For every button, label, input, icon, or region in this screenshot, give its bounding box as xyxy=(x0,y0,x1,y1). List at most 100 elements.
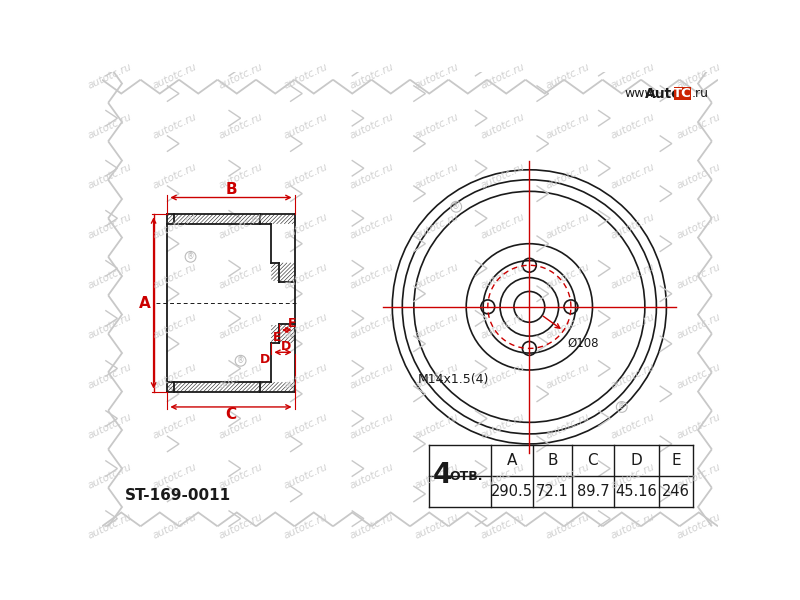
Text: autotc.ru: autotc.ru xyxy=(610,311,657,341)
Text: autotc.ru: autotc.ru xyxy=(151,311,198,341)
Text: autotc.ru: autotc.ru xyxy=(414,161,461,191)
Text: autotc.ru: autotc.ru xyxy=(348,262,395,290)
Text: autotc.ru: autotc.ru xyxy=(478,262,526,290)
Text: autotc.ru: autotc.ru xyxy=(348,362,395,391)
Text: autotc.ru: autotc.ru xyxy=(610,262,657,290)
Text: autotc.ru: autotc.ru xyxy=(544,161,591,191)
Text: autotc.ru: autotc.ru xyxy=(414,512,461,541)
Text: autotc.ru: autotc.ru xyxy=(151,61,198,91)
Text: autotc.ru: autotc.ru xyxy=(151,512,198,541)
Text: autotc.ru: autotc.ru xyxy=(610,61,657,91)
Text: autotc.ru: autotc.ru xyxy=(675,211,722,241)
Text: autotc.ru: autotc.ru xyxy=(675,262,722,290)
Text: autotc.ru: autotc.ru xyxy=(217,461,264,491)
Text: autotc.ru: autotc.ru xyxy=(151,161,198,191)
Text: autotc.ru: autotc.ru xyxy=(610,412,657,441)
Text: autotc.ru: autotc.ru xyxy=(348,461,395,491)
Bar xyxy=(674,88,691,100)
Text: autotc.ru: autotc.ru xyxy=(544,512,591,541)
Text: autotc.ru: autotc.ru xyxy=(217,362,264,391)
Text: autotc.ru: autotc.ru xyxy=(610,362,657,391)
Text: TC: TC xyxy=(674,87,692,100)
Text: autotc.ru: autotc.ru xyxy=(414,262,461,290)
Text: autotc.ru: autotc.ru xyxy=(610,112,657,140)
Text: autotc.ru: autotc.ru xyxy=(348,161,395,191)
Text: autotc.ru: autotc.ru xyxy=(544,311,591,341)
Text: Auto: Auto xyxy=(645,86,682,101)
Text: B: B xyxy=(225,182,237,197)
Text: autotc.ru: autotc.ru xyxy=(86,211,134,241)
Text: autotc.ru: autotc.ru xyxy=(151,211,198,241)
Text: autotc.ru: autotc.ru xyxy=(544,412,591,441)
Text: B: B xyxy=(547,454,558,469)
Text: ®: ® xyxy=(187,252,194,262)
Text: .ru: .ru xyxy=(692,87,709,100)
Text: E: E xyxy=(671,454,681,469)
Text: ®: ® xyxy=(237,356,244,365)
Text: autotc.ru: autotc.ru xyxy=(544,112,591,140)
Text: autotc.ru: autotc.ru xyxy=(151,262,198,290)
Text: autotc.ru: autotc.ru xyxy=(282,211,330,241)
Text: 89.7: 89.7 xyxy=(577,484,609,499)
Text: autotc.ru: autotc.ru xyxy=(282,112,330,140)
Text: autotc.ru: autotc.ru xyxy=(478,61,526,91)
Text: autotc.ru: autotc.ru xyxy=(675,311,722,341)
Text: autotc.ru: autotc.ru xyxy=(675,412,722,441)
Text: autotc.ru: autotc.ru xyxy=(217,512,264,541)
Text: 290.5: 290.5 xyxy=(491,484,533,499)
Text: autotc.ru: autotc.ru xyxy=(86,412,134,441)
Text: 246: 246 xyxy=(662,484,690,499)
Text: autotc.ru: autotc.ru xyxy=(478,412,526,441)
Text: autotc.ru: autotc.ru xyxy=(675,461,722,491)
Text: autotc.ru: autotc.ru xyxy=(86,112,134,140)
Text: ОТВ.: ОТВ. xyxy=(450,470,482,483)
Text: 4: 4 xyxy=(432,461,452,489)
Text: autotc.ru: autotc.ru xyxy=(282,412,330,441)
Text: autotc.ru: autotc.ru xyxy=(478,112,526,140)
Text: autotc.ru: autotc.ru xyxy=(675,61,722,91)
Text: autotc.ru: autotc.ru xyxy=(414,211,461,241)
Text: autotc.ru: autotc.ru xyxy=(282,311,330,341)
Text: autotc.ru: autotc.ru xyxy=(86,262,134,290)
Text: autotc.ru: autotc.ru xyxy=(348,211,395,241)
Text: 72.1: 72.1 xyxy=(536,484,569,499)
Text: autotc.ru: autotc.ru xyxy=(544,211,591,241)
Text: autotc.ru: autotc.ru xyxy=(544,61,591,91)
Text: C: C xyxy=(226,407,237,422)
Text: autotc.ru: autotc.ru xyxy=(348,112,395,140)
Text: autotc.ru: autotc.ru xyxy=(217,262,264,290)
Text: www.: www. xyxy=(624,87,658,100)
Text: autotc.ru: autotc.ru xyxy=(544,362,591,391)
Text: A: A xyxy=(507,454,518,469)
Text: autotc.ru: autotc.ru xyxy=(86,362,134,391)
Text: autotc.ru: autotc.ru xyxy=(217,311,264,341)
Text: autotc.ru: autotc.ru xyxy=(86,161,134,191)
Text: autotc.ru: autotc.ru xyxy=(675,112,722,140)
Text: autotc.ru: autotc.ru xyxy=(610,512,657,541)
Text: D: D xyxy=(281,340,291,353)
Text: E: E xyxy=(288,317,297,330)
Text: autotc.ru: autotc.ru xyxy=(282,262,330,290)
Text: autotc.ru: autotc.ru xyxy=(414,112,461,140)
Text: autotc.ru: autotc.ru xyxy=(151,112,198,140)
Text: autotc.ru: autotc.ru xyxy=(348,412,395,441)
Text: autotc.ru: autotc.ru xyxy=(86,461,134,491)
Text: autotc.ru: autotc.ru xyxy=(151,461,198,491)
Text: autotc.ru: autotc.ru xyxy=(414,412,461,441)
Text: autotc.ru: autotc.ru xyxy=(282,161,330,191)
Text: autotc.ru: autotc.ru xyxy=(151,412,198,441)
Text: autotc.ru: autotc.ru xyxy=(217,112,264,140)
Text: ST-169-0011: ST-169-0011 xyxy=(125,488,231,503)
Text: autotc.ru: autotc.ru xyxy=(544,461,591,491)
Text: autotc.ru: autotc.ru xyxy=(544,262,591,290)
Text: autotc.ru: autotc.ru xyxy=(414,362,461,391)
Text: Ø108: Ø108 xyxy=(567,337,598,350)
Text: autotc.ru: autotc.ru xyxy=(414,311,461,341)
Text: autotc.ru: autotc.ru xyxy=(414,461,461,491)
Text: autotc.ru: autotc.ru xyxy=(217,161,264,191)
Text: autotc.ru: autotc.ru xyxy=(675,362,722,391)
Text: ®: ® xyxy=(618,403,626,412)
Text: D: D xyxy=(630,454,642,469)
Text: autotc.ru: autotc.ru xyxy=(478,461,526,491)
Text: autotc.ru: autotc.ru xyxy=(282,461,330,491)
